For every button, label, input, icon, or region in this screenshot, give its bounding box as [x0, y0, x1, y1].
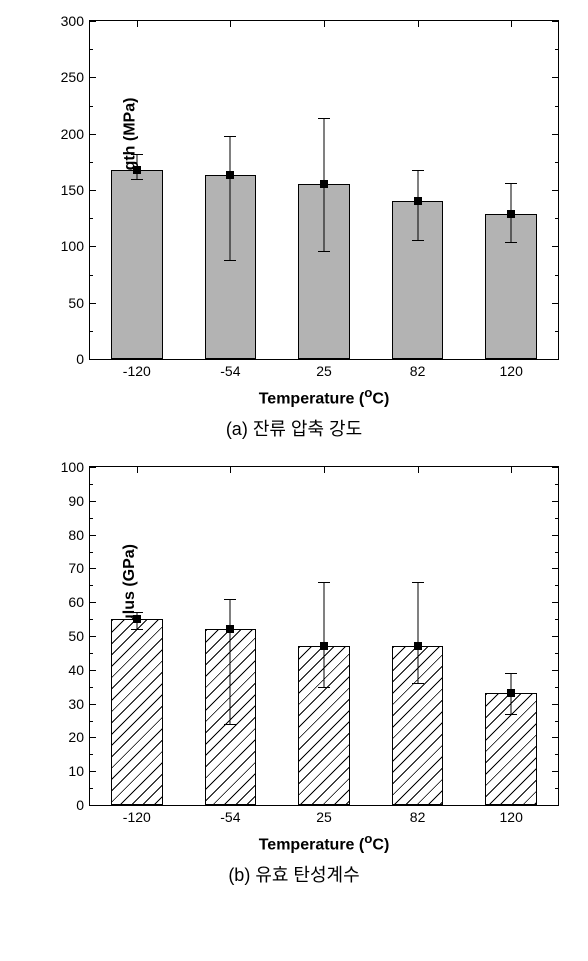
ytick-label: 0: [76, 797, 90, 813]
bar: [111, 170, 162, 359]
data-marker: [226, 171, 234, 179]
xtick-label: -120: [123, 805, 151, 825]
error-bar: [230, 599, 231, 724]
xtick-label: -54: [220, 805, 240, 825]
data-marker: [507, 210, 515, 218]
ytick-label: 30: [68, 696, 90, 712]
xtick-label: 25: [316, 359, 332, 379]
ytick-label: 10: [68, 763, 90, 779]
ytick-label: 150: [61, 182, 90, 198]
ytick-label: 300: [61, 13, 90, 29]
ytick-label: 50: [68, 295, 90, 311]
data-marker: [320, 642, 328, 650]
chart-b-container: Effective Modulus (GPa) Temperature (oC)…: [29, 466, 559, 887]
xtick-label: 120: [500, 359, 523, 379]
chart-a-caption: (a) 잔류 압축 강도: [29, 415, 559, 441]
ytick-label: 0: [76, 351, 90, 367]
chart-b-xlabel-post: C): [372, 836, 389, 853]
data-marker: [414, 197, 422, 205]
ytick-label: 80: [68, 527, 90, 543]
chart-b-xlabel-sup: o: [364, 831, 372, 846]
xtick-label: 82: [410, 359, 426, 379]
ytick-label: 50: [68, 628, 90, 644]
error-bar: [417, 582, 418, 683]
chart-a-plot: Residual Strength (MPa) Temperature (oC)…: [89, 20, 559, 360]
chart-a-xlabel-pre: Temperature (: [259, 390, 365, 407]
ytick-label: 200: [61, 126, 90, 142]
data-marker: [226, 625, 234, 633]
ytick-label: 40: [68, 662, 90, 678]
ytick-label: 90: [68, 493, 90, 509]
xtick-label: 25: [316, 805, 332, 825]
data-marker: [133, 166, 141, 174]
chart-a-xlabel-sup: o: [364, 385, 372, 400]
data-marker: [414, 642, 422, 650]
xtick-label: -54: [220, 359, 240, 379]
error-bar: [324, 582, 325, 687]
ytick-label: 70: [68, 560, 90, 576]
xtick-label: 82: [410, 805, 426, 825]
ytick-label: 100: [61, 459, 90, 475]
xtick-label: 120: [500, 805, 523, 825]
data-marker: [320, 180, 328, 188]
chart-b-plot: Effective Modulus (GPa) Temperature (oC)…: [89, 466, 559, 806]
ytick-label: 60: [68, 594, 90, 610]
chart-a-container: Residual Strength (MPa) Temperature (oC)…: [29, 20, 559, 441]
chart-b-xlabel-pre: Temperature (: [259, 836, 365, 853]
ytick-label: 250: [61, 69, 90, 85]
xtick-label: -120: [123, 359, 151, 379]
chart-b-caption: (b) 유효 탄성계수: [29, 861, 559, 887]
ytick-label: 20: [68, 729, 90, 745]
error-bar: [230, 136, 231, 260]
data-marker: [507, 689, 515, 697]
bar: [111, 619, 162, 805]
data-marker: [133, 615, 141, 623]
chart-a-xlabel-post: C): [372, 390, 389, 407]
ytick-label: 100: [61, 238, 90, 254]
